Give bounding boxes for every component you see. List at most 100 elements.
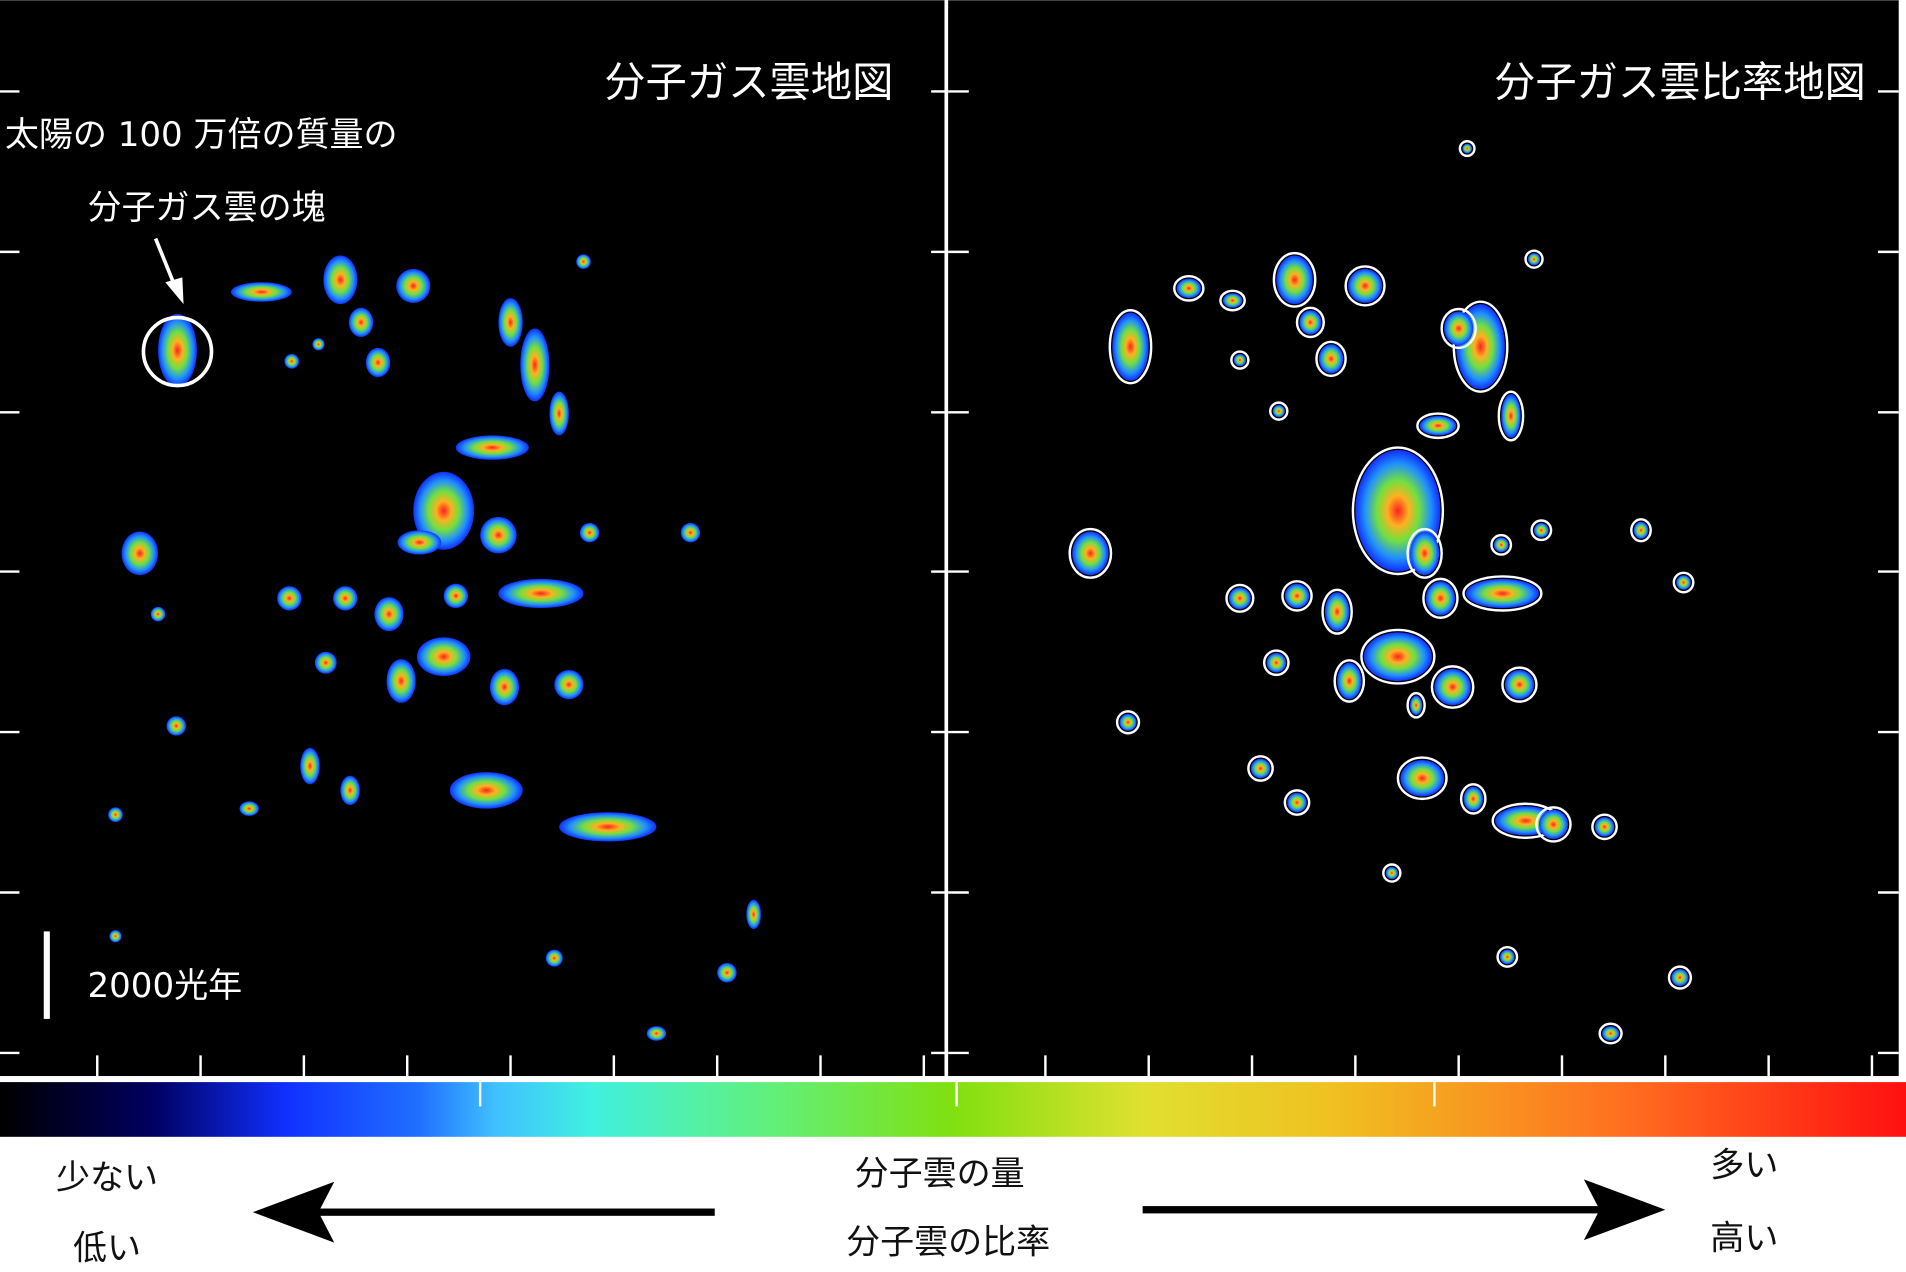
- cloud: [545, 949, 563, 967]
- cloud-outline: [1068, 527, 1113, 579]
- cloud: [680, 522, 701, 543]
- cloud-outline: [1458, 140, 1476, 158]
- cloud: [312, 338, 325, 351]
- cloud: [1363, 632, 1432, 681]
- cloud: [1287, 792, 1307, 813]
- cloud-outline: [1360, 628, 1436, 685]
- cloud-outline: [1416, 412, 1460, 440]
- left-arrowhead: [252, 1181, 335, 1243]
- colorbar: [0, 1082, 1906, 1137]
- cloud-outline: [1672, 571, 1695, 594]
- cloud-outline: [1225, 583, 1255, 613]
- cloud: [1276, 255, 1313, 305]
- cloud-outline: [1459, 783, 1487, 815]
- cloud: [549, 391, 569, 436]
- cloud: [1400, 759, 1445, 797]
- cloud: [1072, 531, 1109, 576]
- cloud-outline: [1351, 446, 1445, 576]
- low-label: 低い: [73, 1228, 141, 1268]
- cloud: [480, 516, 517, 554]
- cloud: [386, 659, 416, 703]
- cloud: [1527, 253, 1541, 266]
- cloud: [348, 307, 374, 337]
- cloud: [150, 606, 166, 622]
- clouds: [108, 140, 1695, 1045]
- cloud-outline: [1315, 340, 1347, 378]
- cloud: [717, 962, 737, 983]
- cloud-outline: [1295, 306, 1325, 339]
- cloud: [1324, 592, 1350, 632]
- scale-bar: [43, 931, 50, 1019]
- cloud: [746, 899, 761, 929]
- cloud-outline: [1430, 665, 1475, 709]
- cloud-outline: [1598, 1022, 1623, 1045]
- cloud: [396, 268, 431, 303]
- cloud-outline: [1382, 863, 1402, 883]
- cloud: [109, 930, 122, 943]
- cloud: [1538, 809, 1569, 839]
- cloud: [314, 651, 337, 674]
- cloud: [576, 254, 591, 269]
- cloud: [1348, 268, 1383, 303]
- right-arrow: [1142, 1206, 1611, 1214]
- annotation: 分子ガス雲の塊: [88, 188, 326, 228]
- cloud: [1676, 575, 1691, 590]
- cloud-outline: [1115, 710, 1141, 735]
- cloud: [1465, 578, 1539, 609]
- cloud: [277, 586, 302, 611]
- cloud: [520, 328, 550, 402]
- annotation-circle: [141, 315, 214, 388]
- cloud: [1534, 522, 1549, 538]
- cloud-outline: [1219, 289, 1246, 312]
- cloud: [108, 807, 123, 822]
- cloud: [1176, 278, 1201, 299]
- cloud: [455, 435, 529, 460]
- cloud-outline: [1230, 350, 1250, 370]
- cloud: [1385, 866, 1398, 880]
- cloud: [559, 812, 657, 842]
- cloud: [365, 347, 391, 378]
- cloud: [498, 578, 584, 609]
- cloud-outline: [1321, 588, 1353, 635]
- cloud-outline: [1281, 580, 1313, 612]
- cloud: [1410, 531, 1440, 576]
- cloud-outline: [1496, 945, 1519, 968]
- cloud: [121, 531, 159, 576]
- cloud: [1594, 817, 1615, 837]
- cloud-outline: [1497, 390, 1525, 442]
- cloud: [1434, 668, 1471, 706]
- low-label: 少ない: [56, 1158, 158, 1198]
- cloud: [1500, 949, 1515, 965]
- cloud: [323, 255, 358, 305]
- cloud-outline: [1535, 806, 1572, 843]
- right-arrowhead: [1583, 1179, 1666, 1241]
- cloud: [340, 775, 360, 805]
- cloud: [1272, 405, 1285, 418]
- left-title: 分子ガス雲地図: [604, 58, 893, 106]
- cloud-outline: [1344, 265, 1386, 307]
- axis-ticks: [0, 90, 1899, 1077]
- cloud-outline: [1173, 274, 1205, 302]
- cloud: [300, 747, 320, 785]
- cloud: [1493, 537, 1509, 553]
- cloud: [1444, 311, 1474, 346]
- right-title: 分子ガス雲比率地図: [1494, 58, 1866, 106]
- cloud: [374, 597, 404, 632]
- cloud: [498, 298, 523, 347]
- center-label: 分子雲の比率: [846, 1222, 1050, 1262]
- cloud: [489, 668, 520, 706]
- cloud: [443, 583, 468, 609]
- cloud: [1222, 293, 1243, 308]
- cloud-outline: [1333, 659, 1366, 703]
- cloud: [1266, 653, 1287, 673]
- cloud: [1410, 695, 1423, 716]
- cloud: [1299, 310, 1322, 335]
- scale-label: 2000光年: [88, 966, 243, 1006]
- cloud: [1112, 312, 1149, 381]
- cloud: [1284, 583, 1310, 609]
- cloud: [166, 716, 186, 736]
- cloud: [397, 530, 442, 555]
- high-label: 高い: [1710, 1219, 1778, 1259]
- cloud-outline: [1530, 519, 1553, 542]
